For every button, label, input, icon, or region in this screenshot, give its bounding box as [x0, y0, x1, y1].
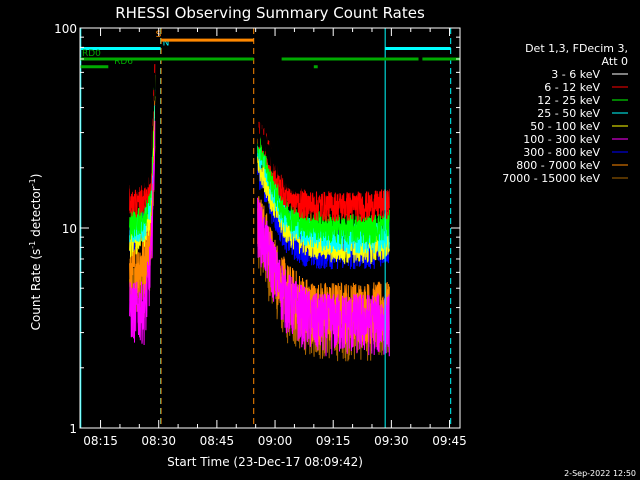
y-tick-label: 100 [54, 22, 77, 36]
legend-label-6-12-kev: 6 - 12 keV [544, 81, 600, 94]
legend-label-800-7000-kev: 800 - 7000 keV [516, 159, 600, 172]
x-tick-label: 09:15 [316, 434, 351, 448]
legend-label-25-50-kev: 25 - 50 keV [537, 107, 600, 120]
y-tick-label: 1 [69, 422, 77, 436]
series-trace-6-12-kev-2 [257, 121, 390, 222]
x-axis-label: Start Time (23-Dec-17 08:09:42) [167, 455, 363, 469]
flag-rd0: RD0 [80, 49, 460, 61]
flag-label-rd0: RD0 [82, 49, 101, 59]
y-axis-label-end: ) [29, 174, 43, 179]
legend-label-7000-15000-kev: 7000 - 15000 keV [502, 172, 600, 185]
series-6-12-kev [129, 64, 390, 222]
series-trace-3-6-kev-1 [129, 72, 156, 197]
y-axis-label-main: Count Rate (s [29, 249, 43, 331]
series-layer [129, 64, 390, 362]
legend-label-12-25-kev: 12 - 25 keV [537, 94, 600, 107]
legend-label-300-800-kev: 300 - 800 keV [523, 146, 600, 159]
flag-bars: NSRD0RD6 [80, 30, 460, 69]
footer-date: 2-Sep-2022 12:50 [564, 469, 636, 478]
series-trace-6-12-kev-1 [129, 64, 156, 218]
x-tick-label: 08:45 [200, 434, 235, 448]
series-trace-12-25-kev-2 [257, 134, 390, 245]
y-axis-label: Count Rate (s-1 detector-1) [28, 174, 43, 331]
series-100-300-kev [129, 120, 390, 357]
legend-label-100-300-kev: 100 - 300 keV [523, 133, 600, 146]
legend-header-line2: Att 0 [602, 55, 628, 68]
flag-label-n: N [163, 38, 170, 48]
y-axis: 1 10 100 [54, 22, 460, 436]
y-tick-label: 10 [62, 222, 77, 236]
y-axis-label-sup2: -1 [28, 178, 37, 186]
flag-label-rd6: RD6 [114, 57, 133, 67]
x-tick-label: 09:00 [258, 434, 293, 448]
x-axis: 08:15 08:30 08:45 09:00 09:15 09:30 09:45 [83, 28, 467, 448]
series-3-6-kev [129, 72, 390, 197]
x-tick-label: 09:30 [374, 434, 409, 448]
legend-label-3-6-kev: 3 - 6 keV [551, 68, 600, 81]
series-trace-100-300-kev-2 [257, 197, 390, 357]
x-tick-label: 09:45 [432, 434, 467, 448]
series-trace-3-6-kev-2 [257, 121, 390, 195]
x-tick-label: 08:30 [141, 434, 176, 448]
flag-rd6: RD6 [80, 57, 318, 69]
y-axis-label-mid: detector [29, 186, 43, 241]
legend-label-50-100-kev: 50 - 100 keV [530, 120, 600, 133]
x-tick-label: 08:15 [83, 434, 118, 448]
series-trace-100-300-kev-1 [129, 120, 156, 346]
legend-header-line1: Det 1,3, FDecim 3, [525, 42, 628, 55]
y-axis-label-sup1: -1 [28, 241, 37, 249]
flag-n: N [80, 38, 451, 50]
chart-title: RHESSI Observing Summary Count Rates [115, 4, 425, 22]
